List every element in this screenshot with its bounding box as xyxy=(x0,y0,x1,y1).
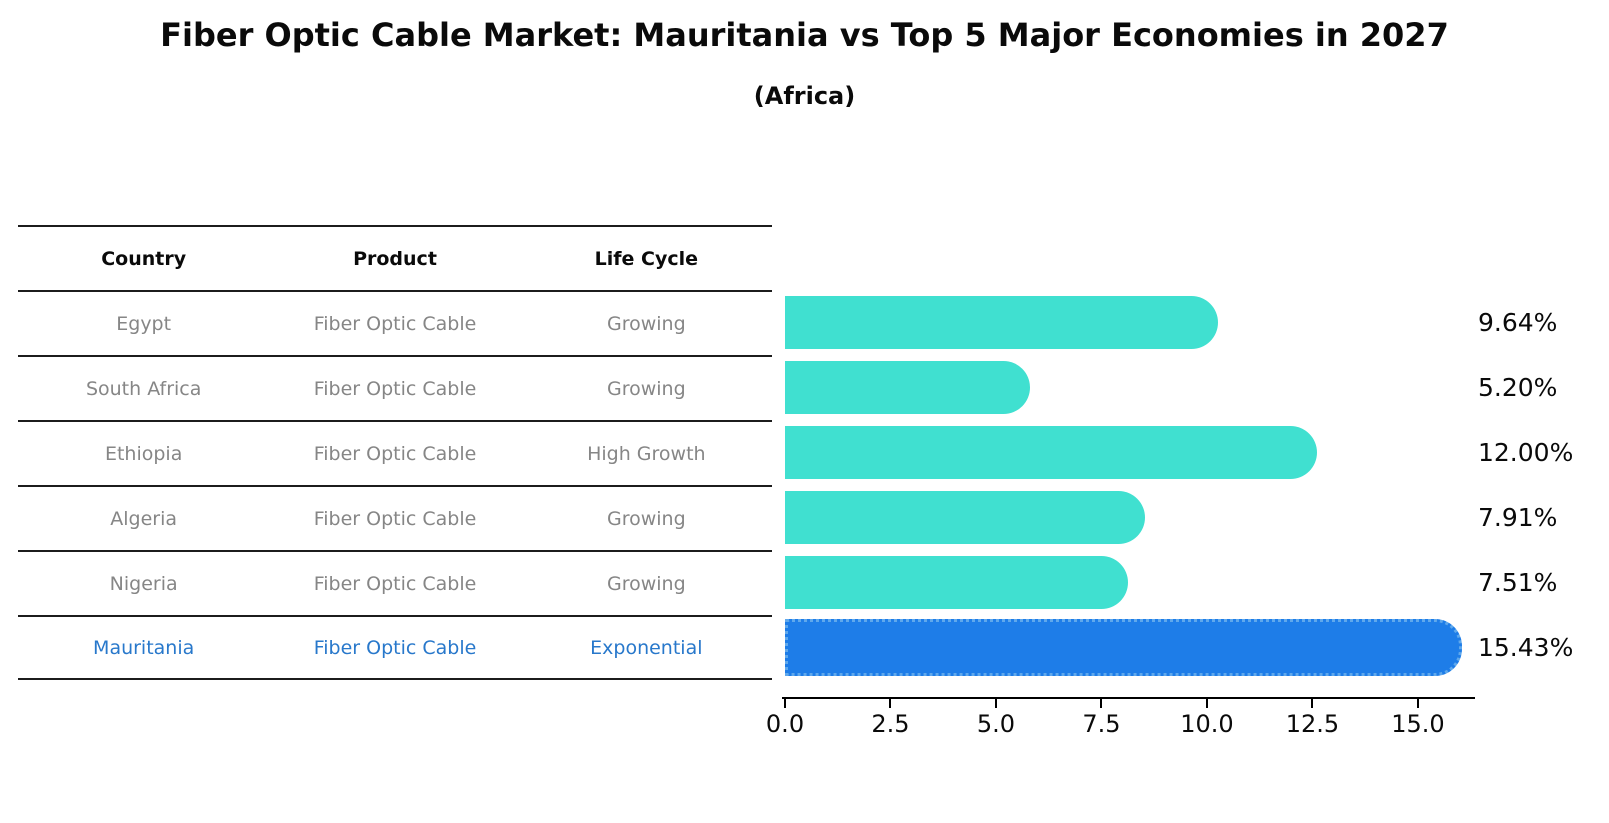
x-tick xyxy=(1100,699,1103,708)
cell-life-cycle: Exponential xyxy=(590,636,703,659)
value-label: 5.20% xyxy=(1478,373,1558,402)
cell-country: South Africa xyxy=(85,377,202,400)
bar-row xyxy=(785,420,1472,485)
x-tick-label: 15.0 xyxy=(1391,710,1445,738)
cell-country: Ethiopia xyxy=(104,442,183,465)
bar-egypt xyxy=(785,296,1218,349)
bar-ethiopia xyxy=(785,426,1318,479)
x-tick xyxy=(1416,699,1419,708)
table-row: Algeria Fiber Optic Cable Growing xyxy=(18,485,772,550)
x-tick xyxy=(889,699,892,708)
chart-title: Fiber Optic Cable Market: Mauritania vs … xyxy=(160,16,1449,54)
x-tick xyxy=(1205,699,1208,708)
x-tick-label: 10.0 xyxy=(1180,710,1234,738)
cell-product: Fiber Optic Cable xyxy=(313,636,477,659)
cell-life-cycle: Growing xyxy=(606,572,686,595)
x-tick xyxy=(994,699,997,708)
chart-subtitle: (Africa) xyxy=(753,82,856,110)
bar-row xyxy=(785,550,1472,615)
cell-product: Fiber Optic Cable xyxy=(313,377,477,400)
cell-country: Egypt xyxy=(116,312,172,335)
bar-row xyxy=(785,485,1472,550)
bar-nigeria xyxy=(785,556,1128,609)
table-header-row: Country Product Life Cycle xyxy=(18,225,772,290)
country-table: Country Product Life Cycle Egypt Fiber Optic… xyxy=(18,225,772,680)
cell-product: Fiber Optic Cable xyxy=(313,572,477,595)
bar-plot-area xyxy=(785,290,1472,680)
bar-row xyxy=(785,355,1472,420)
x-tick-label: 7.5 xyxy=(1082,710,1121,738)
cell-country: Mauritania xyxy=(93,636,195,659)
cell-life-cycle: Growing xyxy=(606,507,686,530)
cell-life-cycle: Growing xyxy=(606,377,686,400)
table-row: South Africa Fiber Optic Cable Growing xyxy=(18,355,772,420)
cell-life-cycle: Growing xyxy=(606,312,686,335)
cell-product: Fiber Optic Cable xyxy=(313,507,477,530)
header-product: Product xyxy=(353,247,437,270)
value-label: 15.43% xyxy=(1478,633,1574,662)
bar-algeria xyxy=(785,491,1145,544)
x-tick-label: 5.0 xyxy=(976,710,1016,738)
cell-life-cycle: High Growth xyxy=(587,442,706,465)
table-row: Ethiopia Fiber Optic Cable High Growth xyxy=(18,420,772,485)
bar-south-africa xyxy=(785,361,1031,414)
x-tick xyxy=(784,699,786,708)
x-axis: 0.0 2.5 5.0 7.5 10.0 12.5 15.0 xyxy=(766,697,1475,747)
value-label: 7.51% xyxy=(1478,568,1558,597)
value-label: 12.00% xyxy=(1478,438,1574,467)
bar-row xyxy=(785,615,1472,680)
cell-country: Algeria xyxy=(110,507,178,530)
table-row: Egypt Fiber Optic Cable Growing xyxy=(18,290,772,355)
value-label: 7.91% xyxy=(1478,503,1558,532)
header-life-cycle: Life Cycle xyxy=(594,247,699,270)
table-row: Nigeria Fiber Optic Cable Growing xyxy=(18,550,772,615)
header-country: Country xyxy=(101,247,187,270)
table-row: Mauritania Fiber Optic Cable Exponential xyxy=(18,615,772,680)
x-tick-label: 0.0 xyxy=(765,710,805,738)
x-tick-label: 2.5 xyxy=(871,710,910,738)
cell-product: Fiber Optic Cable xyxy=(313,312,477,335)
x-tick xyxy=(1311,699,1314,708)
value-label: 9.64% xyxy=(1478,308,1558,337)
bar-row xyxy=(785,290,1472,355)
cell-product: Fiber Optic Cable xyxy=(313,442,477,465)
cell-country: Nigeria xyxy=(109,572,178,595)
x-axis-line xyxy=(782,697,1475,699)
value-label-column: 9.64% 5.20% 12.00% 7.91% 7.51% 15.43% xyxy=(1478,290,1573,680)
x-tick-label: 12.5 xyxy=(1285,710,1340,738)
bar-mauritania xyxy=(785,619,1463,676)
